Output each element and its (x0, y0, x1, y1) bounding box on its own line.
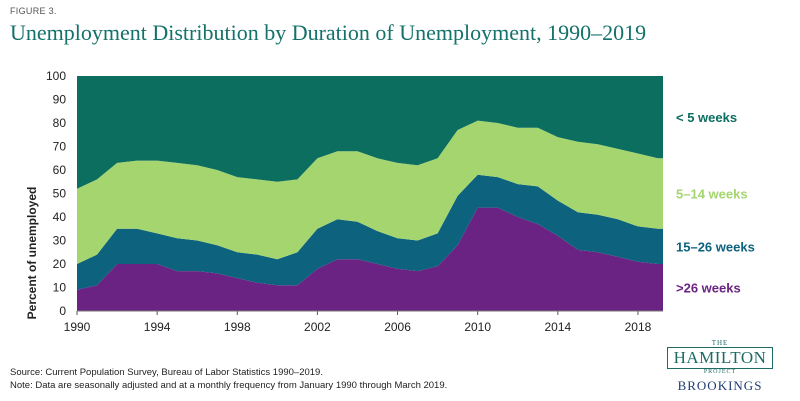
y-tick-label: 70 (53, 140, 67, 154)
x-tick-label: 2018 (625, 320, 652, 334)
logo-brookings: BROOKINGS (677, 378, 763, 393)
series-label-2: 5–14 weeks (676, 187, 748, 202)
hamilton-brookings-logo: THE HAMILTON PROJECT BROOKINGS (650, 340, 790, 394)
x-tick-label: 1998 (224, 320, 251, 334)
logo-the: THE (711, 339, 729, 347)
area-series-1 (77, 174, 663, 290)
logo-hamilton: HAMILTON (666, 347, 774, 369)
chart-title: Unemployment Distribution by Duration of… (10, 20, 647, 45)
y-tick-label: 0 (59, 304, 66, 318)
series-label-1: 15–26 weeks (676, 239, 755, 254)
y-tick-label: 90 (53, 93, 67, 107)
series-label-layer: >26 weeks 15–26 weeks 5–14 weeks < 5 weeks (676, 110, 755, 295)
area-series-0 (77, 207, 663, 311)
y-tick-label: 60 (53, 163, 67, 177)
source-note: Source: Current Population Survey, Burea… (10, 366, 447, 392)
figure-label: FIGURE 3. (10, 6, 57, 16)
area-series-2 (77, 120, 663, 264)
source-line: Source: Current Population Survey, Burea… (10, 367, 323, 378)
y-tick-label: 20 (53, 257, 67, 271)
x-tick-label: 2006 (384, 320, 411, 334)
y-axis-label: Percent of unemployed (25, 187, 39, 320)
logo-project: PROJECT (703, 369, 737, 375)
area-series-3 (77, 76, 663, 189)
x-tick-label: 1990 (64, 320, 91, 334)
y-tick-label: 30 (53, 234, 67, 248)
note-line: Note: Data are seasonally adjusted and a… (10, 380, 448, 391)
tick-layer: 0 10 20 30 40 50 60 70 80 90 100 1990 1994 1998 2002 20… (46, 69, 663, 334)
y-tick-label: 100 (46, 69, 66, 83)
y-tick-label: 80 (53, 116, 67, 130)
series-label-0: >26 weeks (676, 281, 741, 296)
y-tick-label: 40 (53, 210, 67, 224)
area-layer (77, 76, 663, 311)
x-tick-label: 1994 (144, 320, 171, 334)
x-tick-label: 2014 (544, 320, 571, 334)
stacked-area-chart: 0 10 20 30 40 50 60 70 80 90 100 1990 1994 1998 2002 20… (25, 69, 755, 334)
y-tick-label: 50 (53, 187, 67, 201)
x-tick-label: 2010 (464, 320, 491, 334)
y-tick-label: 10 (53, 281, 67, 295)
series-label-3: < 5 weeks (676, 110, 737, 125)
x-tick-label: 2002 (304, 320, 331, 334)
